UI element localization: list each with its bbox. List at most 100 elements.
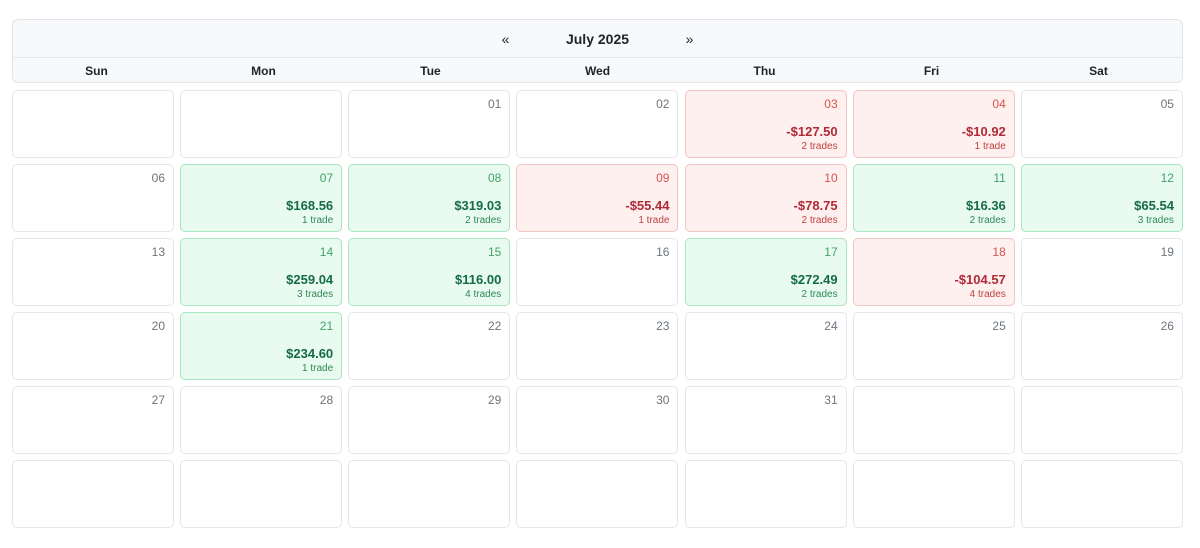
day-cell[interactable]: 04 -$10.92 1 trade [852, 90, 1015, 158]
day-number: 06 [151, 171, 165, 185]
day-pnl-amount: $259.04 [286, 272, 334, 287]
day-number: 30 [656, 393, 670, 407]
day-trade-count: 2 trades [801, 141, 838, 152]
previous-month-button[interactable]: « [501, 30, 510, 47]
day-number: 13 [151, 245, 165, 259]
day-cell[interactable]: 22 [348, 312, 511, 380]
day-cell[interactable]: 11 $16.36 2 trades [852, 164, 1015, 232]
day-cell[interactable]: 17 $272.49 2 trades [684, 238, 847, 306]
day-pnl-amount: $319.03 [454, 198, 502, 213]
empty-day-cell [180, 90, 343, 158]
day-pnl-amount: -$55.44 [625, 198, 670, 213]
day-cell[interactable]: 19 [1020, 238, 1183, 306]
day-cell[interactable]: 31 [684, 386, 847, 454]
empty-day-cell [684, 460, 847, 528]
day-trade-count: 2 trades [465, 215, 502, 226]
day-trade-count: 1 trade [974, 141, 1006, 152]
weekday-fri: Fri [923, 63, 940, 78]
day-cell[interactable]: 21 $234.60 1 trade [180, 312, 343, 380]
day-cell[interactable]: 08 $319.03 2 trades [348, 164, 511, 232]
day-cell[interactable]: 09 -$55.44 1 trade [516, 164, 679, 232]
empty-day-cell [1020, 386, 1183, 454]
day-number: 03 [824, 97, 838, 111]
day-cell[interactable]: 01 [348, 90, 511, 158]
month-navigation: « July 2025 » [13, 20, 1182, 58]
day-cell[interactable]: 06 [12, 164, 174, 232]
day-number: 16 [656, 245, 670, 259]
day-pnl-amount: $65.54 [1134, 198, 1174, 213]
day-trade-count: 1 trade [638, 215, 670, 226]
day-trade-count: 2 trades [801, 215, 838, 226]
day-number: 02 [656, 97, 670, 111]
empty-day-cell [852, 460, 1015, 528]
calendar-header: « July 2025 » Sun Mon Tue Wed Thu Fri Sa… [12, 19, 1183, 83]
day-number: 14 [319, 245, 334, 259]
next-month-button[interactable]: » [685, 30, 694, 47]
day-number: 19 [1160, 245, 1174, 259]
day-cell[interactable]: 20 [12, 312, 174, 380]
day-trade-count: 4 trades [969, 289, 1006, 300]
calendar-day-grid: 01 02 03 -$127.50 2 trades 04 -$10.92 1 trade 05… [12, 90, 1183, 528]
day-number: 31 [824, 393, 838, 407]
empty-day-cell [516, 460, 679, 528]
empty-day-cell [12, 460, 174, 528]
day-pnl-amount: -$127.50 [786, 124, 838, 139]
day-cell[interactable]: 26 [1020, 312, 1183, 380]
day-cell[interactable]: 02 [516, 90, 679, 158]
day-cell[interactable]: 12 $65.54 3 trades [1020, 164, 1183, 232]
day-cell[interactable]: 28 [180, 386, 343, 454]
day-number: 09 [656, 171, 670, 185]
day-cell[interactable]: 16 [516, 238, 679, 306]
day-cell[interactable]: 10 -$78.75 2 trades [684, 164, 847, 232]
day-cell[interactable]: 07 $168.56 1 trade [180, 164, 343, 232]
day-number: 27 [151, 393, 165, 407]
day-number: 04 [992, 97, 1006, 111]
day-pnl-amount: -$78.75 [793, 198, 838, 213]
day-pnl-amount: -$104.57 [954, 272, 1006, 287]
day-number: 01 [487, 97, 502, 111]
day-pnl-amount: $16.36 [966, 198, 1006, 213]
month-title: July 2025 [565, 30, 630, 47]
empty-day-cell [180, 460, 343, 528]
day-pnl-amount: -$10.92 [961, 124, 1006, 139]
day-number: 26 [1160, 319, 1174, 333]
day-number: 24 [824, 319, 838, 333]
day-number: 28 [319, 393, 334, 407]
weekday-mon: Mon [251, 63, 276, 78]
weekday-sun: Sun [85, 63, 108, 78]
day-number: 08 [487, 171, 502, 185]
day-number: 11 [993, 171, 1006, 185]
day-number: 12 [1160, 171, 1174, 185]
day-cell[interactable]: 29 [348, 386, 511, 454]
day-cell[interactable]: 30 [516, 386, 679, 454]
day-cell[interactable]: 27 [12, 386, 174, 454]
day-cell[interactable]: 23 [516, 312, 679, 380]
day-pnl-amount: $272.49 [790, 272, 838, 287]
day-cell[interactable]: 15 $116.00 4 trades [348, 238, 511, 306]
empty-day-cell [348, 460, 511, 528]
weekday-wed: Wed [584, 63, 611, 78]
day-trade-count: 3 trades [297, 289, 334, 300]
day-number: 10 [824, 171, 838, 185]
day-cell[interactable]: 13 [12, 238, 174, 306]
weekday-thu: Thu [753, 63, 776, 78]
day-trade-count: 1 trade [302, 363, 334, 374]
day-cell[interactable]: 18 -$104.57 4 trades [852, 238, 1015, 306]
day-cell[interactable]: 03 -$127.50 2 trades [684, 90, 847, 158]
day-number: 05 [1160, 97, 1174, 111]
day-trade-count: 2 trades [801, 289, 838, 300]
day-trade-count: 3 trades [1137, 215, 1174, 226]
day-number: 22 [487, 319, 502, 333]
day-number: 21 [319, 319, 334, 333]
day-number: 15 [487, 245, 502, 259]
day-cell[interactable]: 05 [1020, 90, 1183, 158]
day-cell[interactable]: 14 $259.04 3 trades [180, 238, 343, 306]
day-cell[interactable]: 24 [684, 312, 847, 380]
day-pnl-amount: $116.00 [455, 272, 502, 287]
day-trade-count: 2 trades [969, 215, 1006, 226]
day-number: 18 [992, 245, 1006, 259]
day-cell[interactable]: 25 [852, 312, 1015, 380]
weekday-header-row: Sun Mon Tue Wed Thu Fri Sat [13, 58, 1182, 83]
day-pnl-amount: $168.56 [286, 198, 334, 213]
day-number: 17 [824, 245, 838, 259]
